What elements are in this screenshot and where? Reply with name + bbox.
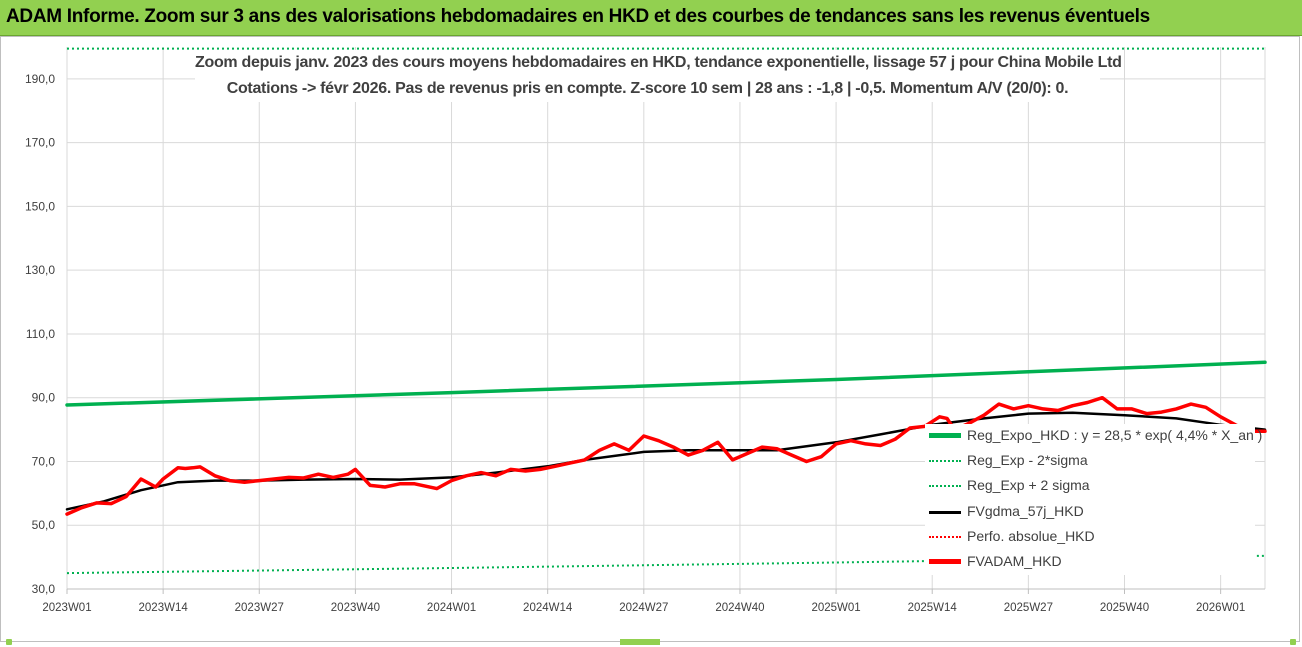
legend-item-perfo: Perfo. absolue_HKD xyxy=(925,525,1255,550)
y-tick-label: 170,0 xyxy=(25,136,55,150)
legend-swatch-perfo xyxy=(929,536,961,538)
legend-item-fvgdma: FVgdma_57j_HKD xyxy=(925,500,1255,525)
legend-item-reg-exp-minus: Reg_Exp - 2*sigma xyxy=(925,449,1255,474)
legend-label-reg-exp-minus: Reg_Exp - 2*sigma xyxy=(967,452,1088,468)
y-tick-label: 90,0 xyxy=(32,391,56,405)
y-tick-label: 150,0 xyxy=(25,199,55,213)
x-tick-label: 2024W40 xyxy=(715,602,764,614)
y-tick-label: 130,0 xyxy=(25,263,55,277)
x-tick-label: 2024W27 xyxy=(619,602,668,614)
legend-swatch-fvgdma xyxy=(929,511,961,514)
y-tick-label: 110,0 xyxy=(26,327,55,341)
x-tick-label: 2024W14 xyxy=(523,602,573,614)
legend-swatch-reg-exp-minus xyxy=(929,460,961,462)
legend-label-fvadam: FVADAM_HKD xyxy=(967,553,1062,569)
legend-label-reg-expo: Reg_Expo_HKD : y = 28,5 * exp( 4,4% * X_… xyxy=(967,427,1262,443)
legend-label-perfo: Perfo. absolue_HKD xyxy=(967,528,1095,544)
legend-swatch-fvadam xyxy=(929,559,961,564)
x-tick-label: 2024W01 xyxy=(427,602,476,614)
chart-title-line-2: Cotations -> févr 2026. Pas de revenus p… xyxy=(195,76,1100,102)
y-tick-label: 190,0 xyxy=(25,72,55,86)
x-tick-label: 2025W27 xyxy=(1004,602,1053,614)
x-tick-label: 2025W40 xyxy=(1100,602,1149,614)
chart-title: Zoom depuis janv. 2023 des cours moyens … xyxy=(195,50,1100,102)
y-tick-label: 50,0 xyxy=(32,518,56,532)
chart-title-line-1: Zoom depuis janv. 2023 des cours moyens … xyxy=(195,50,1100,76)
bottom-tab xyxy=(620,639,660,645)
legend-label-fvgdma: FVgdma_57j_HKD xyxy=(967,503,1084,519)
bottom-dot-left xyxy=(6,639,12,645)
y-tick-label: 70,0 xyxy=(32,454,56,468)
bottom-dot-right xyxy=(1290,639,1296,645)
x-tick-label: 2023W01 xyxy=(42,602,91,614)
x-tick-label: 2023W27 xyxy=(235,602,284,614)
legend-item-reg-exp-plus: Reg_Exp + 2 sigma xyxy=(925,474,1255,499)
bottom-tab-marker xyxy=(0,639,1300,647)
x-tick-label: 2025W01 xyxy=(811,602,860,614)
x-tick-label: 2026W01 xyxy=(1196,602,1245,614)
legend-item-fvadam: FVADAM_HKD xyxy=(925,550,1255,575)
legend-item-reg-expo: Reg_Expo_HKD : y = 28,5 * exp( 4,4% * X_… xyxy=(925,424,1255,449)
y-tick-label: 30,0 xyxy=(32,582,56,596)
legend-swatch-reg-exp-plus xyxy=(929,485,961,487)
chart-legend: Reg_Expo_HKD : y = 28,5 * exp( 4,4% * X_… xyxy=(925,424,1255,575)
legend-label-reg-exp-plus: Reg_Exp + 2 sigma xyxy=(967,477,1090,493)
legend-swatch-reg-expo xyxy=(929,433,961,438)
x-tick-label: 2025W14 xyxy=(908,602,958,614)
x-tick-label: 2023W14 xyxy=(139,602,189,614)
x-tick-label: 2023W40 xyxy=(331,602,380,614)
series-reg-expo xyxy=(67,362,1265,405)
